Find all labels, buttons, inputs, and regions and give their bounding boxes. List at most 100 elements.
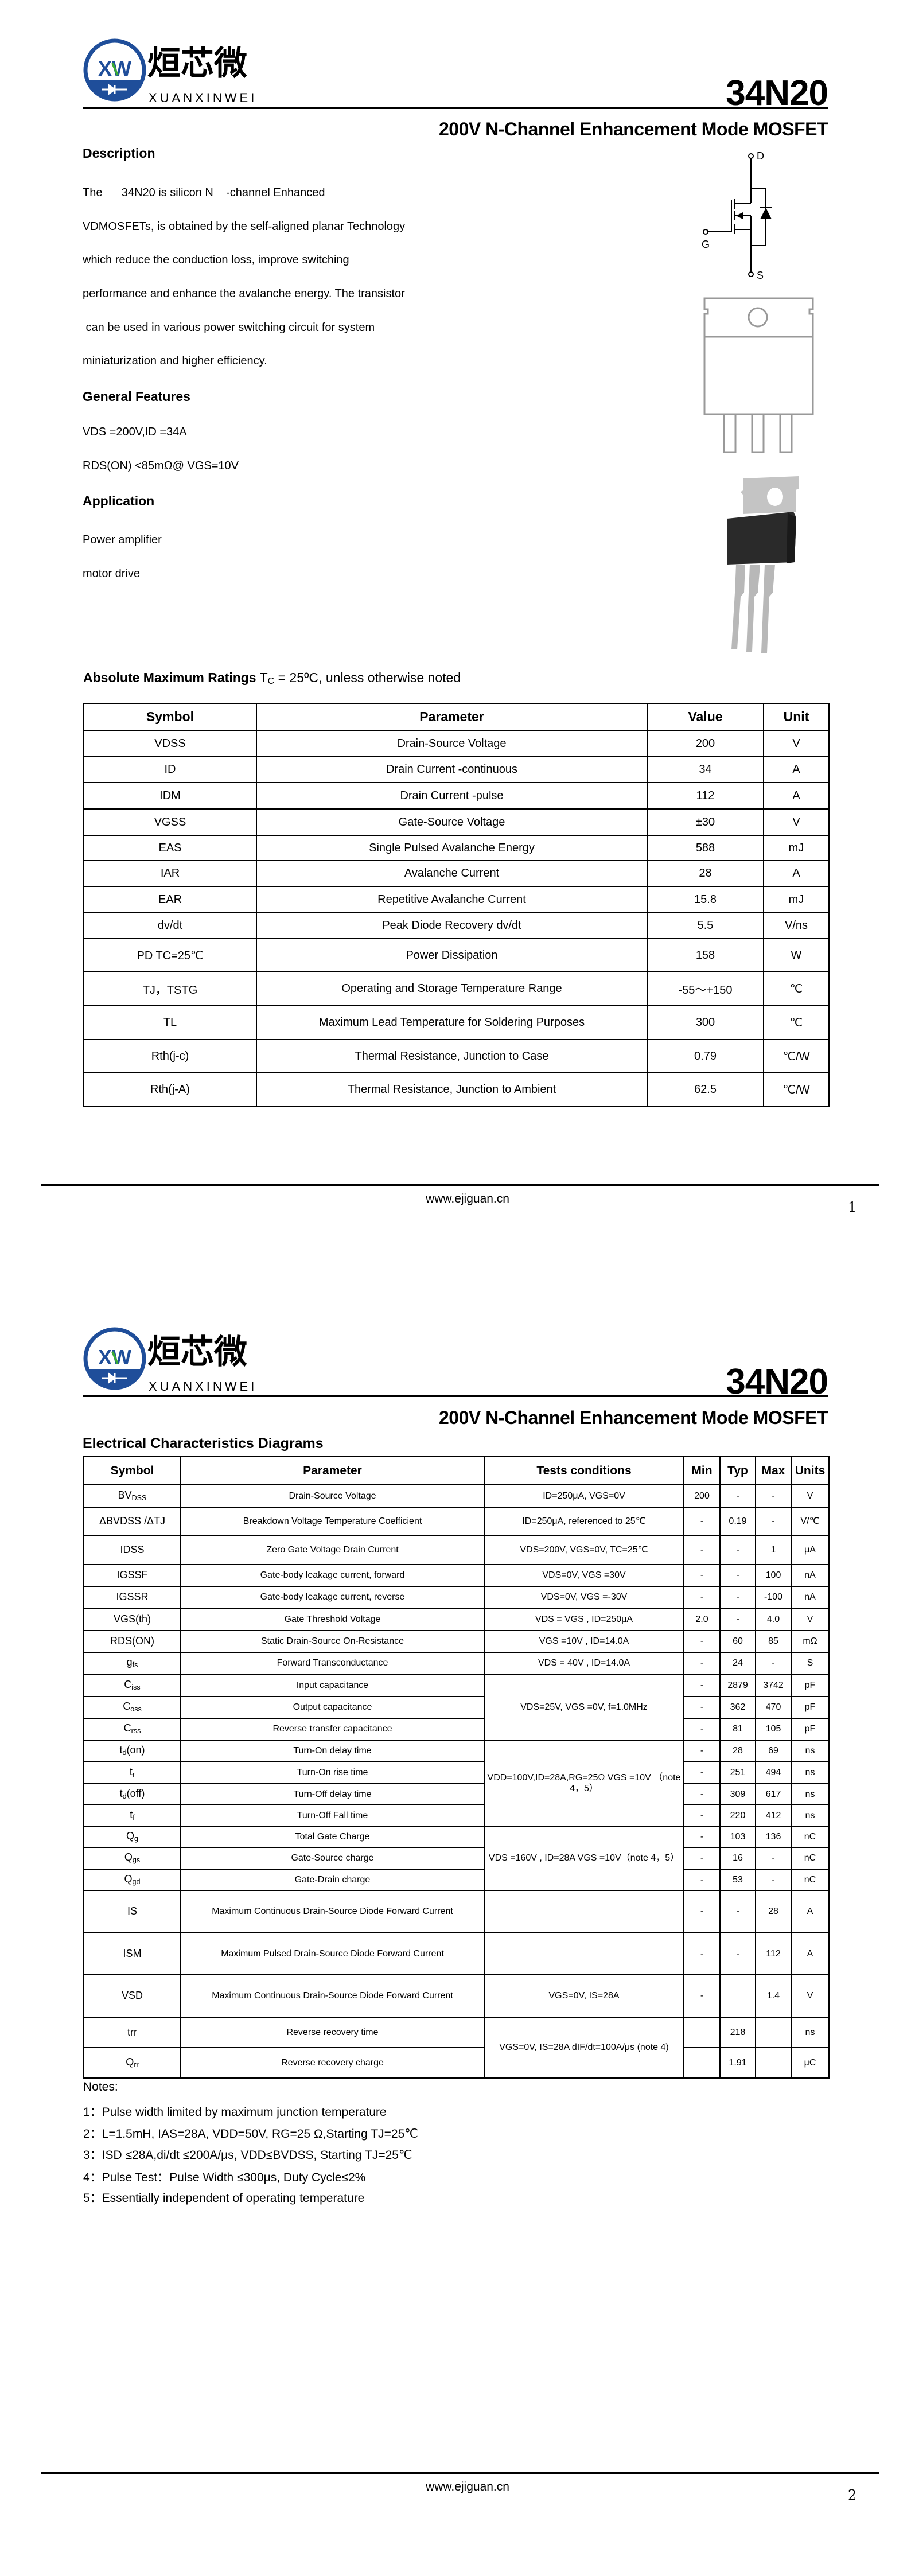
- parameter-cell: Turn-Off delay time: [180, 1783, 485, 1805]
- parameter-cell: Power Dissipation: [256, 938, 648, 972]
- unit-cell: ns: [791, 2017, 830, 2048]
- typ-cell: -: [719, 1564, 756, 1587]
- typ-cell: 53: [719, 1869, 756, 1891]
- description-heading: Description: [83, 146, 155, 161]
- symbol-cell: VSD: [83, 1974, 181, 2018]
- unit-cell: ns: [791, 1783, 830, 1805]
- symbol-cell: VGS(th): [83, 1608, 181, 1631]
- max-cell: -: [755, 1484, 792, 1508]
- ratings-title: Absolute Maximum Ratings TC = 25ºC, unle…: [83, 670, 461, 687]
- min-cell: -: [683, 1630, 721, 1653]
- table-row: RDS(ON) Static Drain-Source On-Resistance…: [83, 1630, 830, 1653]
- min-cell: -: [683, 1890, 721, 1933]
- page-number: 2: [848, 2487, 857, 2503]
- value-cell: 0.79: [647, 1039, 764, 1073]
- max-cell: -: [755, 1847, 792, 1870]
- table-row: IDSS Zero Gate Voltage Drain Current VDS=2…: [83, 1535, 830, 1565]
- application-heading: Application: [83, 493, 155, 508]
- unit-cell: W: [763, 938, 830, 972]
- max-cell: 1: [755, 1535, 792, 1565]
- min-cell: -: [683, 1718, 721, 1741]
- table-row: VGS(th) Gate Threshold Voltage VDS = VGS ,…: [83, 1608, 830, 1631]
- part-subtitle: 200V N-Channel Enhancement Mode MOSFET: [439, 119, 828, 139]
- max-cell: 136: [755, 1826, 792, 1848]
- unit-cell: ℃: [763, 971, 830, 1006]
- test-conditions-cell: VGS=0V, IS=28A: [484, 1974, 684, 2018]
- min-cell: -: [683, 1761, 721, 1784]
- parameter-cell: Drain-Source Voltage: [180, 1484, 485, 1508]
- symbol-cell: Rth(j-c): [83, 1039, 257, 1073]
- logo-name-cn: 烜芯微: [147, 1332, 247, 1371]
- table-row: td(off) Turn-Off delay time -309 617 ns: [83, 1783, 830, 1805]
- unit-cell: A: [763, 756, 830, 783]
- min-cell: -: [683, 1507, 721, 1536]
- value-cell: 28: [647, 860, 764, 887]
- symbol-cell: ID: [83, 756, 257, 783]
- test-conditions-cell: VGS=0V, IS=28A dIF/dt=100A/μs (note 4): [484, 2017, 684, 2079]
- symbol-cell: RDS(ON): [83, 1630, 181, 1653]
- max-cell: 69: [755, 1740, 792, 1762]
- parameter-cell: Total Gate Charge: [180, 1826, 485, 1848]
- footer-url: www.ejiguan.cn: [426, 2480, 509, 2493]
- unit-cell: A: [791, 1932, 830, 1975]
- page-number: 1: [848, 1199, 857, 1215]
- symbol-cell: Rth(j-A): [83, 1072, 257, 1107]
- min-cell: -: [683, 1740, 721, 1762]
- symbol-cell: IS: [83, 1890, 181, 1933]
- table-row: trr Reverse recovery time VGS=0V, IS=28A d…: [83, 2017, 830, 2079]
- symbol-cell: ISM: [83, 1932, 181, 1975]
- column-header: Min: [683, 1456, 721, 1485]
- unit-cell: V: [791, 1608, 830, 1631]
- typ-cell: 103: [719, 1826, 756, 1848]
- unit-cell: A: [791, 1890, 830, 1933]
- test-conditions-cell: [484, 1932, 684, 1975]
- symbol-cell: PD TC=25℃: [83, 938, 257, 972]
- table-header-row: Symbol Parameter Value Unit: [83, 703, 830, 731]
- table-row: Qgs Gate-Source charge -16- nC: [83, 1847, 830, 1870]
- table-row: ΔBVDSS /ΔTJ Breakdown Voltage Temperature…: [83, 1507, 830, 1536]
- min-cell: -: [683, 1535, 721, 1565]
- description-line: VDMOSFETs, is obtained by the self-align…: [83, 220, 406, 233]
- source-label: S: [757, 270, 764, 281]
- parameter-cell: Operating and Storage Temperature Range: [256, 971, 648, 1006]
- parameter-cell: Gate-Drain charge: [180, 1869, 485, 1891]
- table-row: IGSSR Gate-body leakage current, reverse V…: [83, 1586, 830, 1609]
- unit-cell: nC: [791, 1847, 830, 1870]
- unit-cell: pF: [791, 1696, 830, 1719]
- symbol-cell: td(on): [83, 1740, 181, 1762]
- symbol-cell: VGSS: [83, 808, 257, 836]
- unit-cell: V: [791, 1974, 830, 2018]
- logo-name-en: XUANXINWEI: [149, 1379, 257, 1394]
- symbol-cell: BVDSS: [83, 1484, 181, 1508]
- unit-cell: mJ: [763, 835, 830, 861]
- symbol-cell: TL: [83, 1005, 257, 1040]
- parameter-cell: Turn-Off Fall time: [180, 1804, 485, 1827]
- parameter-cell: Gate-body leakage current, forward: [180, 1564, 485, 1587]
- feature-item: RDS(ON) <85mΩ@ VGS=10V: [83, 460, 239, 472]
- typ-cell: 16: [719, 1847, 756, 1870]
- symbol-cell: IDM: [83, 782, 257, 810]
- symbol-cell: Qrr: [83, 2047, 181, 2079]
- table-row: TJ，TSTG Operating and Storage Temperature…: [83, 971, 830, 1006]
- note-item: 3：ISD ≤28A,di/dt ≤200A/μs, VDD≤BVDSS, St…: [83, 2149, 412, 2162]
- package-photo: [727, 476, 799, 653]
- table-header-row: Symbol Parameter Tests conditions Min Ty…: [83, 1456, 830, 1485]
- company-logo: XW 烜芯微 XUANXINWEI: [83, 38, 257, 105]
- note-item: 1：Pulse width limited by maximum junctio…: [83, 2106, 387, 2119]
- max-cell: -100: [755, 1586, 792, 1609]
- max-cell: 3742: [755, 1674, 792, 1697]
- max-cell: 105: [755, 1718, 792, 1741]
- part-number-title: 34N20: [726, 1362, 828, 1402]
- ratings-condition: TC = 25ºC, unless otherwise noted: [259, 670, 461, 686]
- min-cell: -: [683, 1932, 721, 1975]
- min-cell: -: [683, 1847, 721, 1870]
- parameter-cell: Output capacitance: [180, 1696, 485, 1719]
- unit-cell: nC: [791, 1826, 830, 1848]
- max-cell: 100: [755, 1564, 792, 1587]
- parameter-cell: Breakdown Voltage Temperature Coefficien…: [180, 1507, 485, 1536]
- logo-name-en: XUANXINWEI: [149, 91, 257, 105]
- electrical-characteristics-table: Symbol Parameter Tests conditions Min Ty…: [83, 1456, 830, 2079]
- test-conditions-cell: VDS = VGS , ID=250μA: [484, 1608, 684, 1631]
- value-cell: 5.5: [647, 912, 764, 939]
- electrical-heading: Electrical Characteristics Diagrams: [83, 1435, 324, 1452]
